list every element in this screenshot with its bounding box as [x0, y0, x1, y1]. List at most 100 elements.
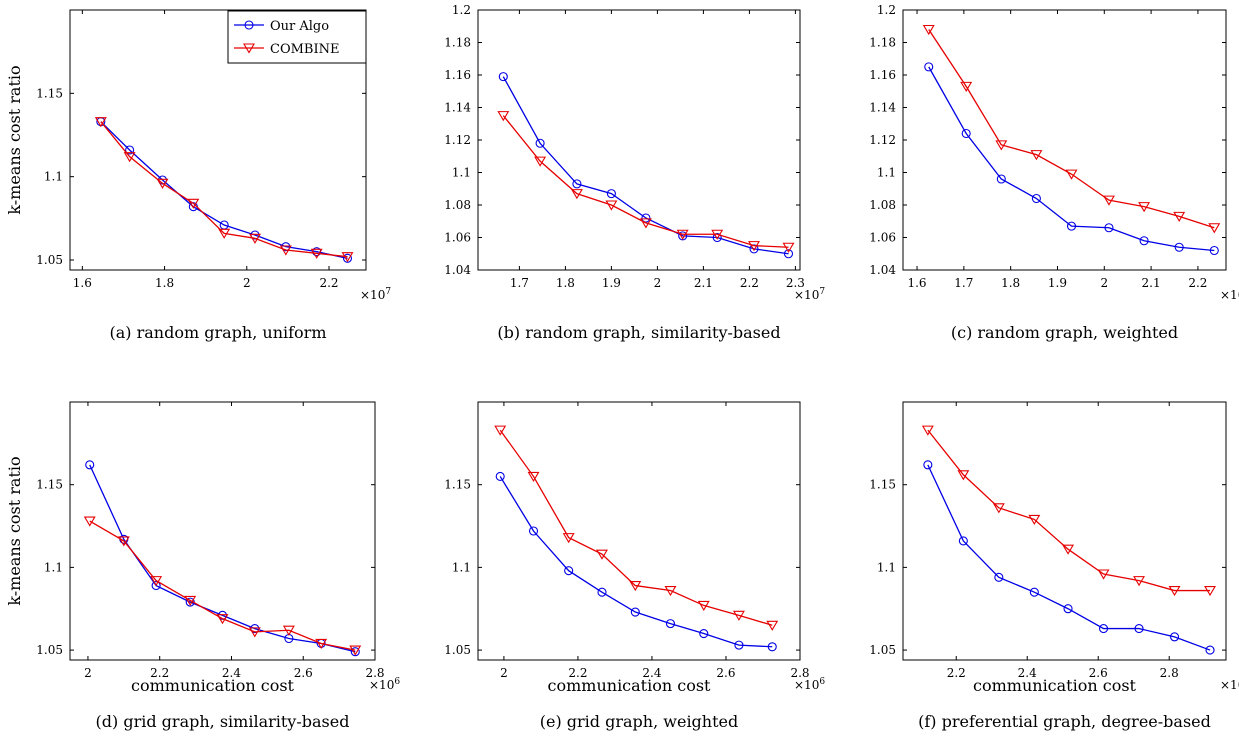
our-algo-point: [961, 128, 971, 139]
panel-caption: (e) grid graph, weighted: [540, 712, 739, 731]
x-multiplier-label: ×106: [794, 677, 825, 692]
y-tick-label: 1.2: [877, 3, 896, 17]
plot-frame: [902, 9, 1227, 271]
combine-point: [310, 248, 323, 259]
x-tick-label: 2: [84, 666, 92, 680]
combine-point: [150, 576, 163, 587]
x-tick-label: 2: [243, 276, 251, 290]
y-tick-label: 1.15: [36, 478, 63, 492]
combine-point: [957, 470, 970, 481]
combine-line: [927, 429, 1211, 592]
combine-point: [1030, 150, 1043, 161]
our-algo-point: [1139, 236, 1149, 246]
combine-point: [248, 627, 261, 638]
combine-point: [1204, 585, 1216, 597]
our-algo-point: [734, 640, 744, 650]
panel-caption: (d) grid graph, similarity-based: [96, 712, 350, 731]
combine-point: [711, 229, 724, 240]
chart-panel-b: 1.7 1.8 1.9 2 2.1 2.2 2.3 1.04 1.06 1.08 1.1 1.12 1.…: [444, 3, 825, 342]
combine-point: [748, 241, 760, 252]
x-tick-label: 2.4: [222, 666, 241, 680]
y-tick-label: 1.08: [444, 198, 471, 212]
combine-line: [928, 29, 1215, 229]
our-algo-point: [996, 174, 1006, 184]
y-tick-label: 1.05: [36, 253, 63, 267]
our-algo-point: [350, 647, 360, 657]
our-algo-point: [1031, 193, 1041, 204]
legend-box: [227, 10, 367, 64]
x-multiplier-label: ×107: [794, 287, 825, 302]
combine-point: [315, 638, 328, 650]
combine-point: [1173, 211, 1186, 222]
our-algo-point: [699, 628, 709, 639]
y-tick-label: 1.16: [869, 68, 896, 82]
y-tick-label: 1.2: [452, 3, 471, 17]
y-tick-label: 1.05: [444, 643, 471, 657]
combine-point: [1065, 169, 1078, 180]
combine-line: [89, 520, 356, 651]
our-algo-point: [749, 244, 759, 254]
x-axis-label: communication cost: [131, 676, 295, 695]
combine-point: [639, 218, 652, 229]
x-tick-label: 1.8: [1001, 276, 1020, 290]
chart-panel-c: 1.6 1.7 1.8 1.9 2 2.1 2.2 1.04 1.06 1.08 1.1 1.12 1.…: [869, 3, 1239, 342]
x-tick-label: 1.8: [155, 276, 174, 290]
panel-caption: (f) preferential graph, degree-based: [918, 712, 1211, 731]
combine-point: [562, 533, 575, 544]
x-tick-label: 2.6: [716, 666, 735, 680]
x-tick-label: 2.4: [642, 666, 661, 680]
combine-point: [94, 117, 107, 128]
y-tick-label: 1.06: [444, 231, 471, 245]
combine-point: [218, 228, 231, 239]
combine-point: [534, 156, 547, 167]
y-tick-label: 1.14: [444, 101, 471, 115]
y-tick-label: 1.1: [44, 170, 63, 184]
combine-point: [187, 198, 200, 209]
combine-point: [921, 425, 934, 436]
y-tick-label: 1.1: [44, 560, 63, 574]
combine-line: [499, 429, 773, 626]
combine-point: [605, 200, 618, 211]
chart-panel-e: 2 2.2 2.4 2.6 2.8 1.05 1.1 1.15 ×106 communicatio…: [444, 401, 825, 731]
y-tick-label: 1.15: [444, 478, 471, 492]
plot-frame: [477, 9, 801, 271]
plot-frame: [69, 9, 367, 271]
x-tick-label: 2.4: [1018, 666, 1037, 680]
x-tick-label: 1.7: [510, 276, 529, 290]
combine-point: [117, 536, 130, 547]
panel-caption: (b) random graph, similarity-based: [497, 323, 780, 342]
our-algo-point: [597, 587, 607, 597]
combine-point: [497, 111, 510, 122]
combine-point: [960, 81, 973, 92]
combine-point: [494, 425, 507, 436]
combine-point: [766, 620, 779, 631]
x-tick-label: 1.8: [556, 276, 575, 290]
our-algo-line: [499, 476, 773, 648]
combine-point: [782, 242, 795, 253]
combine-point: [1062, 544, 1075, 555]
y-axis-label: k-means cost ratio: [5, 65, 24, 214]
y-tick-label: 1.1: [877, 560, 896, 574]
x-tick-label: 1.9: [1048, 276, 1067, 290]
combine-point: [1133, 576, 1146, 587]
combine-point: [282, 625, 295, 636]
combine-point: [527, 471, 540, 483]
y-tick-label: 1.1: [877, 166, 896, 180]
y-tick-label: 1.05: [36, 643, 63, 657]
y-tick-label: 1.1: [452, 560, 471, 574]
x-tick-label: 1.9: [602, 276, 621, 290]
combine-point: [341, 252, 354, 263]
x-tick-label: 1.6: [907, 276, 926, 290]
x-tick-label: 2.2: [568, 666, 587, 680]
our-algo-point: [606, 189, 616, 199]
our-algo-point: [924, 62, 934, 72]
combine-point: [216, 614, 229, 625]
y-tick-label: 1.06: [869, 231, 896, 245]
our-algo-point: [1209, 245, 1219, 256]
our-algo-point: [572, 179, 582, 189]
y-tick-label: 1.04: [444, 263, 471, 277]
y-tick-label: 1.04: [869, 263, 896, 277]
x-tick-label: 2.2: [740, 276, 759, 290]
chart-panel-f: 2.2 2.4 2.6 2.8 1.05 1.1 1.15 ×106 communication…: [869, 401, 1239, 731]
